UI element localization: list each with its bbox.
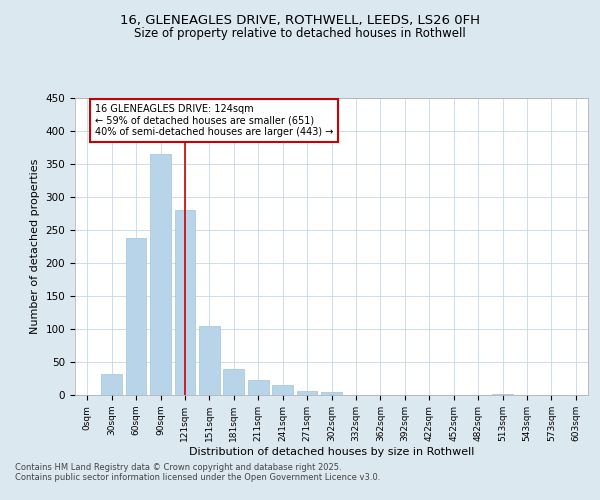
Y-axis label: Number of detached properties: Number of detached properties — [30, 158, 40, 334]
Bar — [296, 391, 317, 395]
Bar — [321, 392, 342, 395]
Bar — [199, 326, 220, 395]
Bar — [101, 374, 122, 395]
Text: Contains HM Land Registry data © Crown copyright and database right 2025.
Contai: Contains HM Land Registry data © Crown c… — [15, 462, 380, 482]
Text: 16 GLENEAGLES DRIVE: 124sqm
← 59% of detached houses are smaller (651)
40% of se: 16 GLENEAGLES DRIVE: 124sqm ← 59% of det… — [95, 104, 333, 138]
Bar — [175, 210, 196, 395]
X-axis label: Distribution of detached houses by size in Rothwell: Distribution of detached houses by size … — [189, 446, 474, 456]
Bar — [150, 154, 171, 395]
Bar — [248, 380, 269, 395]
Text: Size of property relative to detached houses in Rothwell: Size of property relative to detached ho… — [134, 28, 466, 40]
Text: 16, GLENEAGLES DRIVE, ROTHWELL, LEEDS, LS26 0FH: 16, GLENEAGLES DRIVE, ROTHWELL, LEEDS, L… — [120, 14, 480, 27]
Bar — [223, 368, 244, 395]
Bar — [272, 385, 293, 395]
Bar — [492, 394, 513, 395]
Bar — [125, 238, 146, 395]
